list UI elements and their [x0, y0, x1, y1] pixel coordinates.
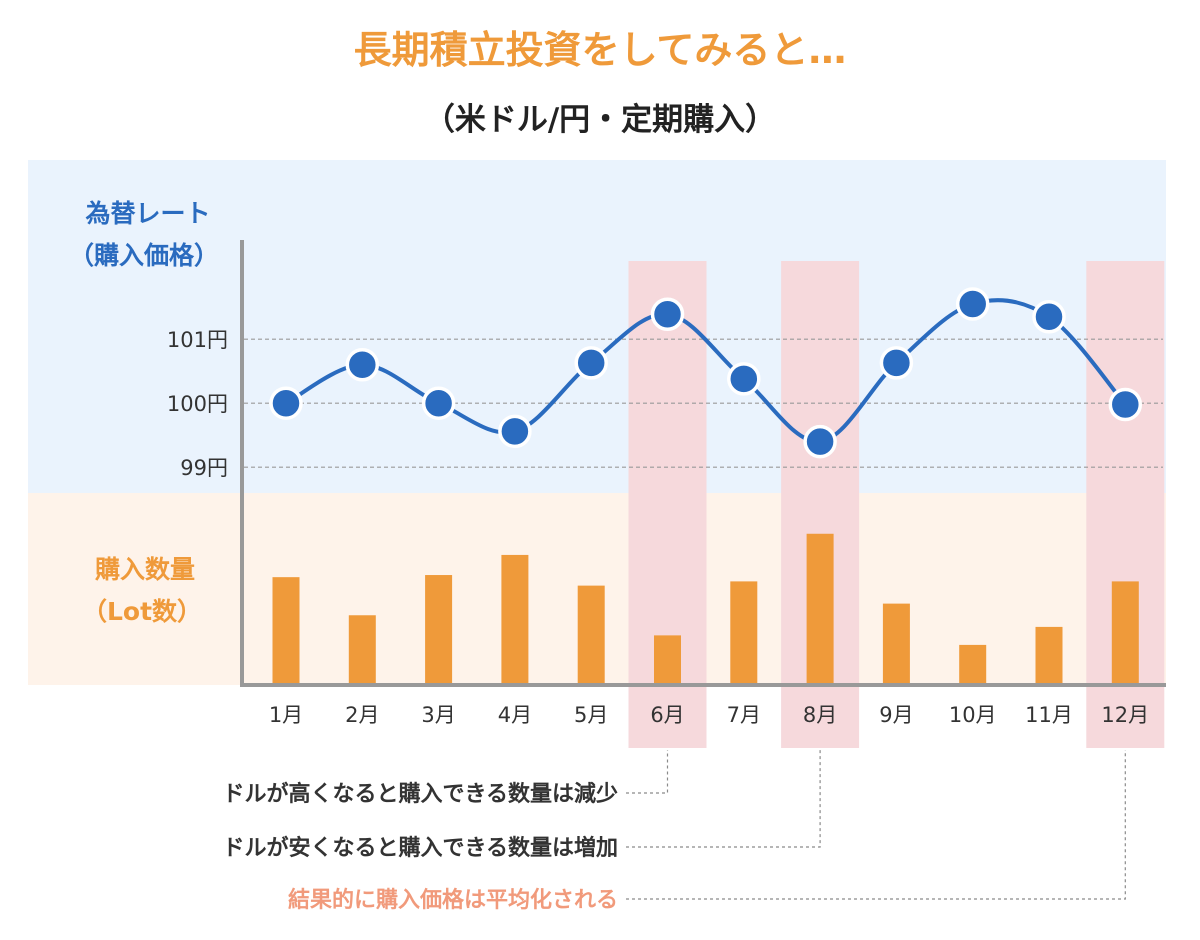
lot-bar-12 — [1111, 581, 1139, 683]
annotation-text-3: 結果的に購入価格は平均化される — [288, 887, 618, 913]
lot-bar-8 — [806, 533, 834, 683]
lot-bar-3 — [425, 575, 453, 683]
rate-points — [269, 287, 1143, 459]
lot-bars — [272, 533, 1139, 683]
rate-point-11 — [1032, 300, 1066, 334]
rate-point-12 — [1108, 387, 1143, 422]
rate-gridlines — [244, 338, 1163, 468]
rate-tick-labels: 99円 100円 101円 — [167, 328, 228, 480]
rate-point-4 — [498, 414, 532, 449]
y-tick-label: 101円 — [167, 328, 228, 352]
y-tick-label: 100円 — [167, 392, 228, 416]
x-tick-label: 11月 — [1025, 703, 1073, 727]
x-tick-label: 4月 — [498, 703, 532, 727]
rate-point-10 — [955, 287, 990, 321]
chart-subtitle: （米ドル/円・定期購入） — [424, 102, 776, 138]
x-tick-label: 1月 — [269, 703, 303, 727]
rate-point-1 — [269, 386, 303, 420]
x-tick-label: 12月 — [1101, 703, 1149, 727]
rate-point-3 — [421, 386, 456, 420]
lot-bar-9 — [882, 603, 910, 683]
month-tick-labels: 1月 2月 3月 4月 5月 6月 7月 8月 9月 10月 11月 12月 — [269, 703, 1149, 727]
x-tick-label: 6月 — [650, 703, 684, 727]
lot-axis-label-line1: 購入数量 — [95, 555, 195, 584]
lot-axis-label-line2: （Lot数） — [82, 597, 202, 626]
rate-section-background — [28, 160, 1166, 493]
chart-title: 長期積立投資をしてみると… — [354, 28, 847, 72]
lot-bar-5 — [577, 585, 605, 683]
x-tick-label: 2月 — [345, 703, 379, 727]
annotations: ドルが高くなると購入できる数量は減少ドルが安くなると購入できる数量は増加結果的に… — [222, 750, 1126, 913]
rate-point-5 — [574, 346, 608, 380]
lot-bar-10 — [959, 644, 987, 683]
y-tick-label: 99円 — [180, 456, 228, 480]
x-tick-label: 3月 — [421, 703, 455, 727]
annotation-text-1: ドルが高くなると購入できる数量は減少 — [222, 781, 618, 807]
rate-point-9 — [879, 346, 914, 380]
rate-point-8 — [803, 424, 837, 459]
rate-point-7 — [727, 362, 761, 396]
x-tick-label: 8月 — [803, 703, 837, 727]
rate-point-6 — [650, 297, 685, 331]
x-tick-label: 9月 — [879, 703, 913, 727]
rate-axis-label-line1: 為替レート — [85, 199, 210, 228]
rate-axis-label-line2: （購入価格） — [69, 241, 219, 270]
lot-bar-7 — [730, 581, 758, 683]
lot-bar-6 — [654, 635, 681, 683]
rate-point-2 — [345, 348, 380, 382]
annotation-leader-2 — [626, 750, 821, 848]
annotation-leader-1 — [626, 750, 669, 794]
x-tick-label: 5月 — [574, 703, 608, 727]
x-tick-label: 7月 — [727, 703, 761, 727]
annotation-text-2: ドルが安くなると購入できる数量は増加 — [222, 835, 618, 861]
x-tick-label: 10月 — [949, 703, 997, 727]
annotation-leader-3 — [626, 750, 1126, 900]
lot-bar-4 — [501, 554, 529, 683]
lot-bar-1 — [272, 577, 300, 683]
lot-bar-11 — [1035, 626, 1063, 683]
lot-bar-2 — [348, 615, 376, 683]
